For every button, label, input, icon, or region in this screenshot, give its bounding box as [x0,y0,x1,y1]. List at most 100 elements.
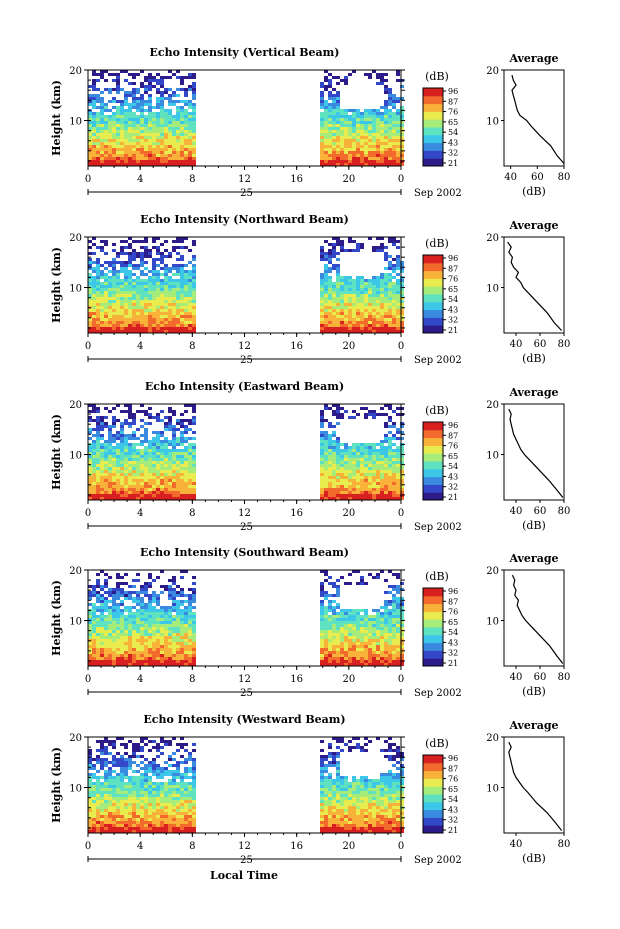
heatmap-cell [348,127,352,130]
heatmap-cell [136,573,140,576]
heatmap-cell [128,330,132,333]
heatmap-cell [92,461,96,464]
heatmap-cell [168,282,172,285]
heatmap-cell [148,651,152,654]
heatmap-cell [360,642,364,645]
heatmap-cell [156,479,160,482]
heatmap-cell [128,645,132,648]
heatmap-cell [112,139,116,142]
heatmap-cell [156,639,160,642]
heatmap-cell [336,76,340,79]
heatmap-cell [136,458,140,461]
heatmap-cell [140,434,144,437]
heatmap-cell [180,318,184,321]
heatmap-cell [96,270,100,273]
heatmap-cell [320,600,324,603]
heatmap-cell [144,657,148,660]
heatmap-cell [324,112,328,115]
heatmap-cell [332,309,336,312]
heatmap-cell [396,258,400,261]
heatmap-cell [116,297,120,300]
heatmap-cell [324,294,328,297]
heatmap-cell [160,148,164,151]
heatmap-cell [372,485,376,488]
heatmap-cell [368,121,372,124]
heatmap-cell [392,297,396,300]
heatmap-cell [344,291,348,294]
heatmap-cell [124,476,128,479]
heatmap-cell [368,449,372,452]
heatmap-cell [176,648,180,651]
heatmap-cell [392,434,396,437]
heatmap-cell [116,76,120,79]
heatmap-cell [104,621,108,624]
heatmap-cell [328,443,332,446]
heatmap-cell [396,145,400,148]
heatmap-cell [376,115,380,118]
heatmap-cell [132,636,136,639]
heatmap-cell [380,464,384,467]
heatmap-cell [124,285,128,288]
heatmap-cell [128,127,132,130]
heatmap-cell [164,636,168,639]
heatmap-cell [124,452,128,455]
heatmap-cell [132,91,136,94]
heatmap-cell [328,151,332,154]
heatmap-cell [188,479,192,482]
heatmap-cell [120,145,124,148]
heatmap-cell [140,645,144,648]
heatmap-cell [332,133,336,136]
heatmap-cell [108,434,112,437]
heatmap-cell [112,118,116,121]
heatmap-cell [96,663,100,666]
heatmap-cell [372,609,376,612]
heatmap-cell [120,627,124,630]
heatmap-cell [396,294,400,297]
heatmap-cell [184,642,188,645]
heatmap-cell [116,145,120,148]
heatmap-cell [164,488,168,491]
heatmap-cell [96,651,100,654]
heatmap-cell [168,630,172,633]
heatmap-cell [392,573,396,576]
heatmap-cell [132,103,136,106]
heatmap-cell [368,291,372,294]
heatmap-cell [184,151,188,154]
heatmap-cell [380,648,384,651]
heatmap-cell [388,473,392,476]
heatmap-cell [180,100,184,103]
colorbar-tick-label: 87 [448,431,458,440]
heatmap-cell [156,276,160,279]
heatmap-cell [96,157,100,160]
heatmap-cell [168,70,172,73]
heatmap-cell [108,297,112,300]
heatmap-cell [120,318,124,321]
heatmap-cell [384,497,388,500]
heatmap-cell [180,588,184,591]
heatmap-cell [368,145,372,148]
heatmap-cell [144,645,148,648]
heatmap-cell [368,133,372,136]
heatmap-cell [104,642,108,645]
heatmap-cell [320,651,324,654]
heatmap-cell [180,642,184,645]
heatmap-cell [364,109,368,112]
heatmap-cell [376,639,380,642]
heatmap-cell [392,312,396,315]
heatmap-cell [388,612,392,615]
heatmap-cell [340,416,344,419]
heatmap-cell [320,494,324,497]
heatmap-cell [372,124,376,127]
heatmap-cell [332,157,336,160]
heatmap-cell [188,449,192,452]
heatmap-cell [128,142,132,145]
heatmap-cell [108,115,112,118]
heatmap-cell [112,100,116,103]
heatmap-cell [348,624,352,627]
heatmap-cell [112,455,116,458]
heatmap-cell [140,603,144,606]
heatmap-cell [332,243,336,246]
heatmap-cell [164,145,168,148]
heatmap-cell [112,633,116,636]
heatmap-cell [328,618,332,621]
